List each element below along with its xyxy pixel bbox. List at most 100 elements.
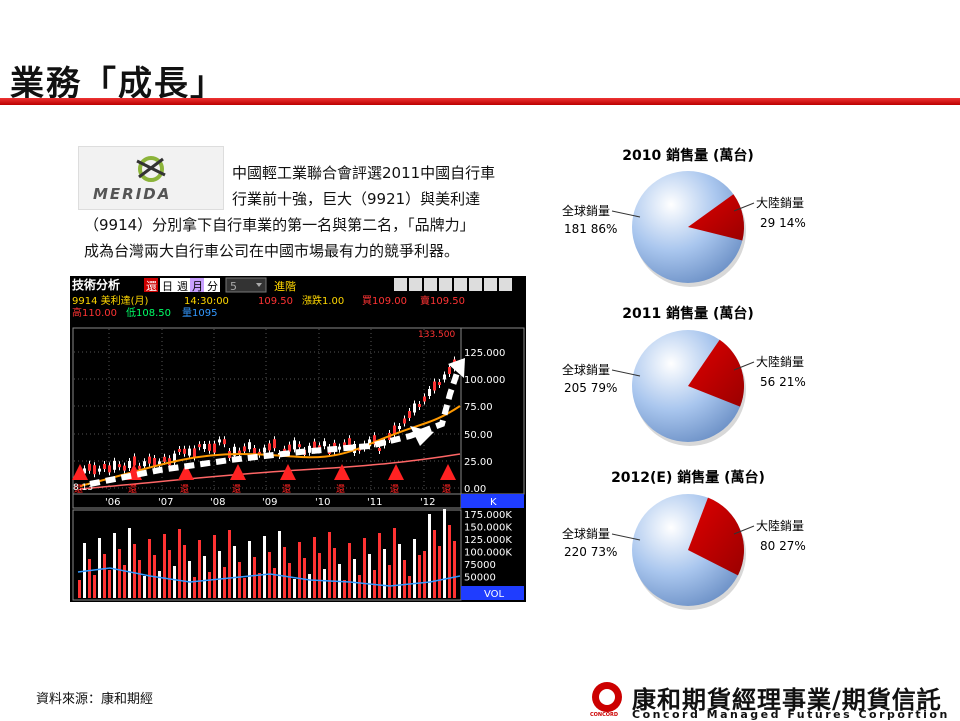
ma-line-fast	[79, 405, 461, 487]
volume-bar	[383, 549, 386, 598]
source-note: 資料來源：康和期經	[36, 692, 154, 707]
restore-marker-label: 還	[232, 483, 241, 495]
restore-button[interactable]	[144, 278, 158, 292]
description-line-1: 中國輕工業聯合會評選2011中國自行車	[232, 164, 496, 182]
print-icon[interactable]	[469, 278, 482, 291]
volume-bar	[308, 574, 311, 598]
volume-bar	[348, 543, 351, 598]
volume-bar	[278, 531, 281, 598]
volume-bar	[128, 528, 131, 598]
price-tick-label: 50.00	[464, 430, 493, 441]
zoom-out-icon[interactable]	[439, 278, 452, 291]
restore-marker-label: 還	[128, 483, 137, 495]
toolbar-icons	[394, 278, 512, 291]
volume-bar	[343, 580, 346, 598]
volume-bar	[248, 541, 251, 598]
volume-tick-label: 100.000K	[464, 548, 512, 559]
pie-chart-2: 2011 銷售量 (萬台) 全球銷量 205 79% 大陸銷量 56 21%	[562, 305, 806, 446]
volume-bar	[408, 576, 411, 598]
price-tick-label: 125.000	[464, 348, 505, 359]
candle-body	[173, 453, 176, 463]
volume-tick-label: 150.000K	[464, 523, 512, 534]
pie-chart-1: 2010 銷售量 (萬台) 全球銷量 181 86% 大陸銷量 29 14%	[562, 147, 806, 287]
candle-body	[163, 456, 166, 462]
volume-tick-label: 125.000K	[464, 535, 512, 546]
settings-icon[interactable]	[454, 278, 467, 291]
restore-marker-label: 還	[180, 483, 189, 495]
day-button[interactable]: 日	[162, 280, 173, 293]
candle-body	[368, 439, 371, 447]
vol-label: VOL	[484, 589, 505, 600]
plus-icon[interactable]	[409, 278, 422, 291]
week-button[interactable]: 週	[177, 280, 188, 293]
k-label: K	[490, 497, 497, 508]
volume-tick-label: 50000	[464, 573, 496, 584]
restore-marker-icon	[230, 464, 246, 480]
volume-bar	[88, 559, 91, 598]
volume-bar	[393, 528, 396, 598]
stock-high: 高110.00	[72, 306, 117, 319]
volume-bar	[263, 536, 266, 598]
advanced-button[interactable]: 進階	[274, 279, 296, 293]
close-icon[interactable]	[394, 278, 407, 291]
candle-body	[188, 448, 191, 456]
pie-value-global: 205 79%	[564, 381, 617, 395]
price-tick-label: 75.00	[464, 402, 493, 413]
stock-time: 14:30:00	[184, 296, 229, 307]
volume-bar	[138, 560, 141, 598]
volume-bar	[118, 549, 121, 598]
volume-bar	[198, 540, 201, 598]
restore-marker-icon	[388, 464, 404, 480]
company-brand: CONCORD 康和期貨經理事業/期貨信託 Concord Managed Fu…	[590, 680, 950, 721]
volume-bar	[168, 550, 171, 598]
volume-bar	[388, 565, 391, 598]
merida-logo: MERIDA	[78, 146, 224, 210]
volume-bars	[78, 509, 456, 598]
volume-bar	[418, 555, 421, 598]
year-tick-label: '06	[105, 497, 120, 508]
candle-body	[418, 404, 421, 407]
pie-label-china: 大陸銷量	[756, 518, 804, 533]
volume-bar	[298, 542, 301, 598]
candle-body	[298, 444, 301, 448]
volume-bar	[398, 544, 401, 598]
concord-logo-icon	[592, 682, 622, 712]
period-dropdown[interactable]	[225, 277, 267, 293]
volume-bar	[113, 533, 116, 598]
volume-bar	[98, 538, 101, 598]
volume-bar	[108, 570, 111, 598]
month-button[interactable]: 月	[192, 280, 203, 293]
zoom-in-icon[interactable]	[424, 278, 437, 291]
candle-body	[213, 443, 216, 453]
year-tick-label: '08	[210, 497, 225, 508]
year-tick-label: '11	[367, 497, 382, 508]
restore-marker-icon	[72, 464, 88, 480]
volume-bar	[193, 577, 196, 598]
save-icon[interactable]	[484, 278, 497, 291]
candle-body	[208, 443, 211, 451]
candle-body	[183, 448, 186, 454]
minute-button[interactable]: 分	[207, 280, 218, 293]
volume-bar	[333, 548, 336, 598]
volume-bar	[303, 558, 306, 598]
stock-price: 109.50	[258, 296, 293, 307]
volume-bar	[188, 561, 191, 598]
candle-body	[263, 447, 266, 453]
restore-marker-icon	[280, 464, 296, 480]
candle-body	[413, 403, 416, 413]
pie-value-china: 56 21%	[760, 375, 806, 389]
volume-bar	[323, 569, 326, 598]
pie-label-global: 全球銷量	[562, 362, 610, 377]
volume-bar	[433, 530, 436, 598]
volume-bar	[423, 551, 426, 598]
candle-body	[398, 426, 401, 429]
candle-body	[198, 444, 201, 448]
volume-bar	[358, 575, 361, 598]
help-icon[interactable]	[499, 278, 512, 291]
bottom-left-value: 8.13	[73, 483, 93, 493]
candle-body	[148, 456, 151, 464]
candle-body	[313, 441, 316, 451]
company-english-name: Concord Managed Futures Corportion	[632, 708, 950, 721]
volume-bar	[453, 541, 456, 598]
chevron-down-icon	[256, 283, 262, 287]
